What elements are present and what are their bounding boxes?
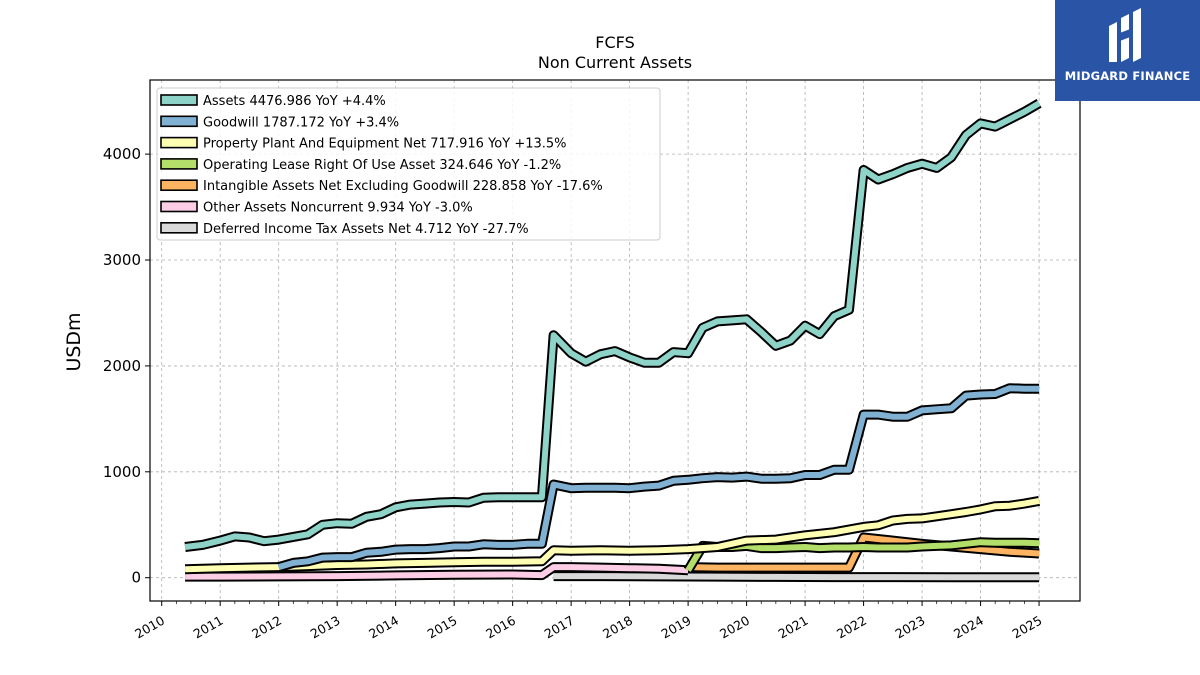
x-tick-label: 2015 bbox=[425, 613, 460, 642]
legend-entry-label: Property Plant And Equipment Net 717.916… bbox=[203, 137, 567, 152]
series-line bbox=[185, 497, 1040, 573]
y-tick-label: 1000 bbox=[103, 463, 141, 481]
y-tick-label: 3000 bbox=[103, 251, 141, 269]
x-tick-label: 2021 bbox=[776, 613, 811, 642]
legend-entry-label: Goodwill 1787.172 YoY +3.4% bbox=[203, 115, 399, 130]
series-line bbox=[184, 100, 1041, 550]
legend-swatch bbox=[160, 115, 198, 128]
x-tick-label: 2012 bbox=[249, 613, 284, 642]
chart-subtitle: Non Current Assets bbox=[538, 53, 692, 72]
x-tick-label: 2025 bbox=[1010, 613, 1045, 642]
brand-mark-icon bbox=[1109, 8, 1141, 62]
brand-logo: MIDGARD FINANCE bbox=[1055, 0, 1200, 101]
series-line bbox=[688, 534, 1040, 571]
x-tick-label: 2018 bbox=[600, 613, 635, 642]
series-line bbox=[685, 539, 1040, 572]
x-tick-label: 2019 bbox=[659, 613, 694, 642]
x-tick-label: 2013 bbox=[308, 613, 343, 642]
legend-entry-label: Intangible Assets Net Excluding Goodwill… bbox=[203, 179, 603, 194]
legend-box bbox=[156, 87, 661, 241]
legend: Assets 4476.986 YoY +4.4% Goodwill 1787.1… bbox=[156, 87, 661, 241]
x-tick-label: 2023 bbox=[893, 613, 928, 642]
legend-entry-label: Other Assets Noncurrent 9.934 YoY -3.0% bbox=[203, 201, 473, 216]
x-tick-label: 2020 bbox=[717, 613, 752, 642]
x-tick-label: 2017 bbox=[542, 613, 577, 642]
y-tick-label: 0 bbox=[131, 569, 141, 587]
legend-swatch bbox=[160, 179, 198, 191]
series-line bbox=[185, 564, 689, 580]
legend-swatch bbox=[160, 158, 198, 170]
x-tick-label: 2011 bbox=[191, 613, 226, 642]
legend-swatch bbox=[160, 136, 198, 149]
y-axis-label: USDm bbox=[63, 312, 85, 371]
brand-name: MIDGARD FINANCE bbox=[1064, 69, 1191, 83]
x-tick-label: 2024 bbox=[951, 613, 986, 642]
legend-entry-label: Operating Lease Right Of Use Asset 324.6… bbox=[203, 158, 561, 173]
series-line bbox=[277, 385, 1040, 570]
legend-entry-label: Deferred Income Tax Assets Net 4.712 YoY… bbox=[203, 222, 529, 237]
legend-swatch bbox=[160, 200, 198, 213]
x-tick-label: 2016 bbox=[483, 613, 518, 642]
series-lines bbox=[184, 98, 1042, 583]
y-tick-label: 2000 bbox=[103, 357, 141, 375]
chart-title: FCFS bbox=[595, 33, 634, 52]
legend-entry-label: Assets 4476.986 YoY +4.4% bbox=[203, 94, 386, 109]
legend-swatch bbox=[160, 94, 198, 106]
x-tick-label: 2022 bbox=[834, 613, 869, 642]
x-tick-label: 2014 bbox=[366, 613, 401, 642]
y-tick-label: 4000 bbox=[103, 145, 141, 163]
x-tick-label: 2010 bbox=[132, 613, 167, 642]
legend-swatch bbox=[160, 222, 198, 234]
series-line bbox=[553, 573, 1040, 581]
